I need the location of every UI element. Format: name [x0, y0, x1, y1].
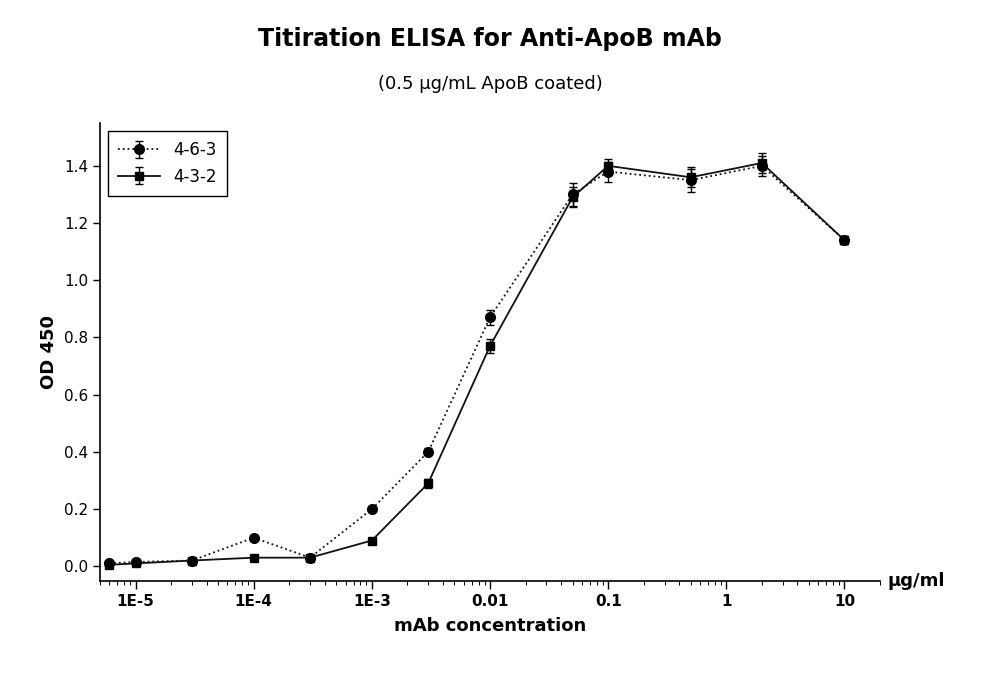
X-axis label: mAb concentration: mAb concentration — [394, 617, 586, 635]
Y-axis label: OD 450: OD 450 — [40, 315, 58, 389]
Legend: 4-6-3, 4-3-2: 4-6-3, 4-3-2 — [108, 131, 227, 195]
Text: (0.5 μg/mL ApoB coated): (0.5 μg/mL ApoB coated) — [378, 75, 602, 93]
Text: μg/ml: μg/ml — [888, 572, 945, 589]
Text: Titiration ELISA for Anti-ApoB mAb: Titiration ELISA for Anti-ApoB mAb — [258, 27, 722, 51]
